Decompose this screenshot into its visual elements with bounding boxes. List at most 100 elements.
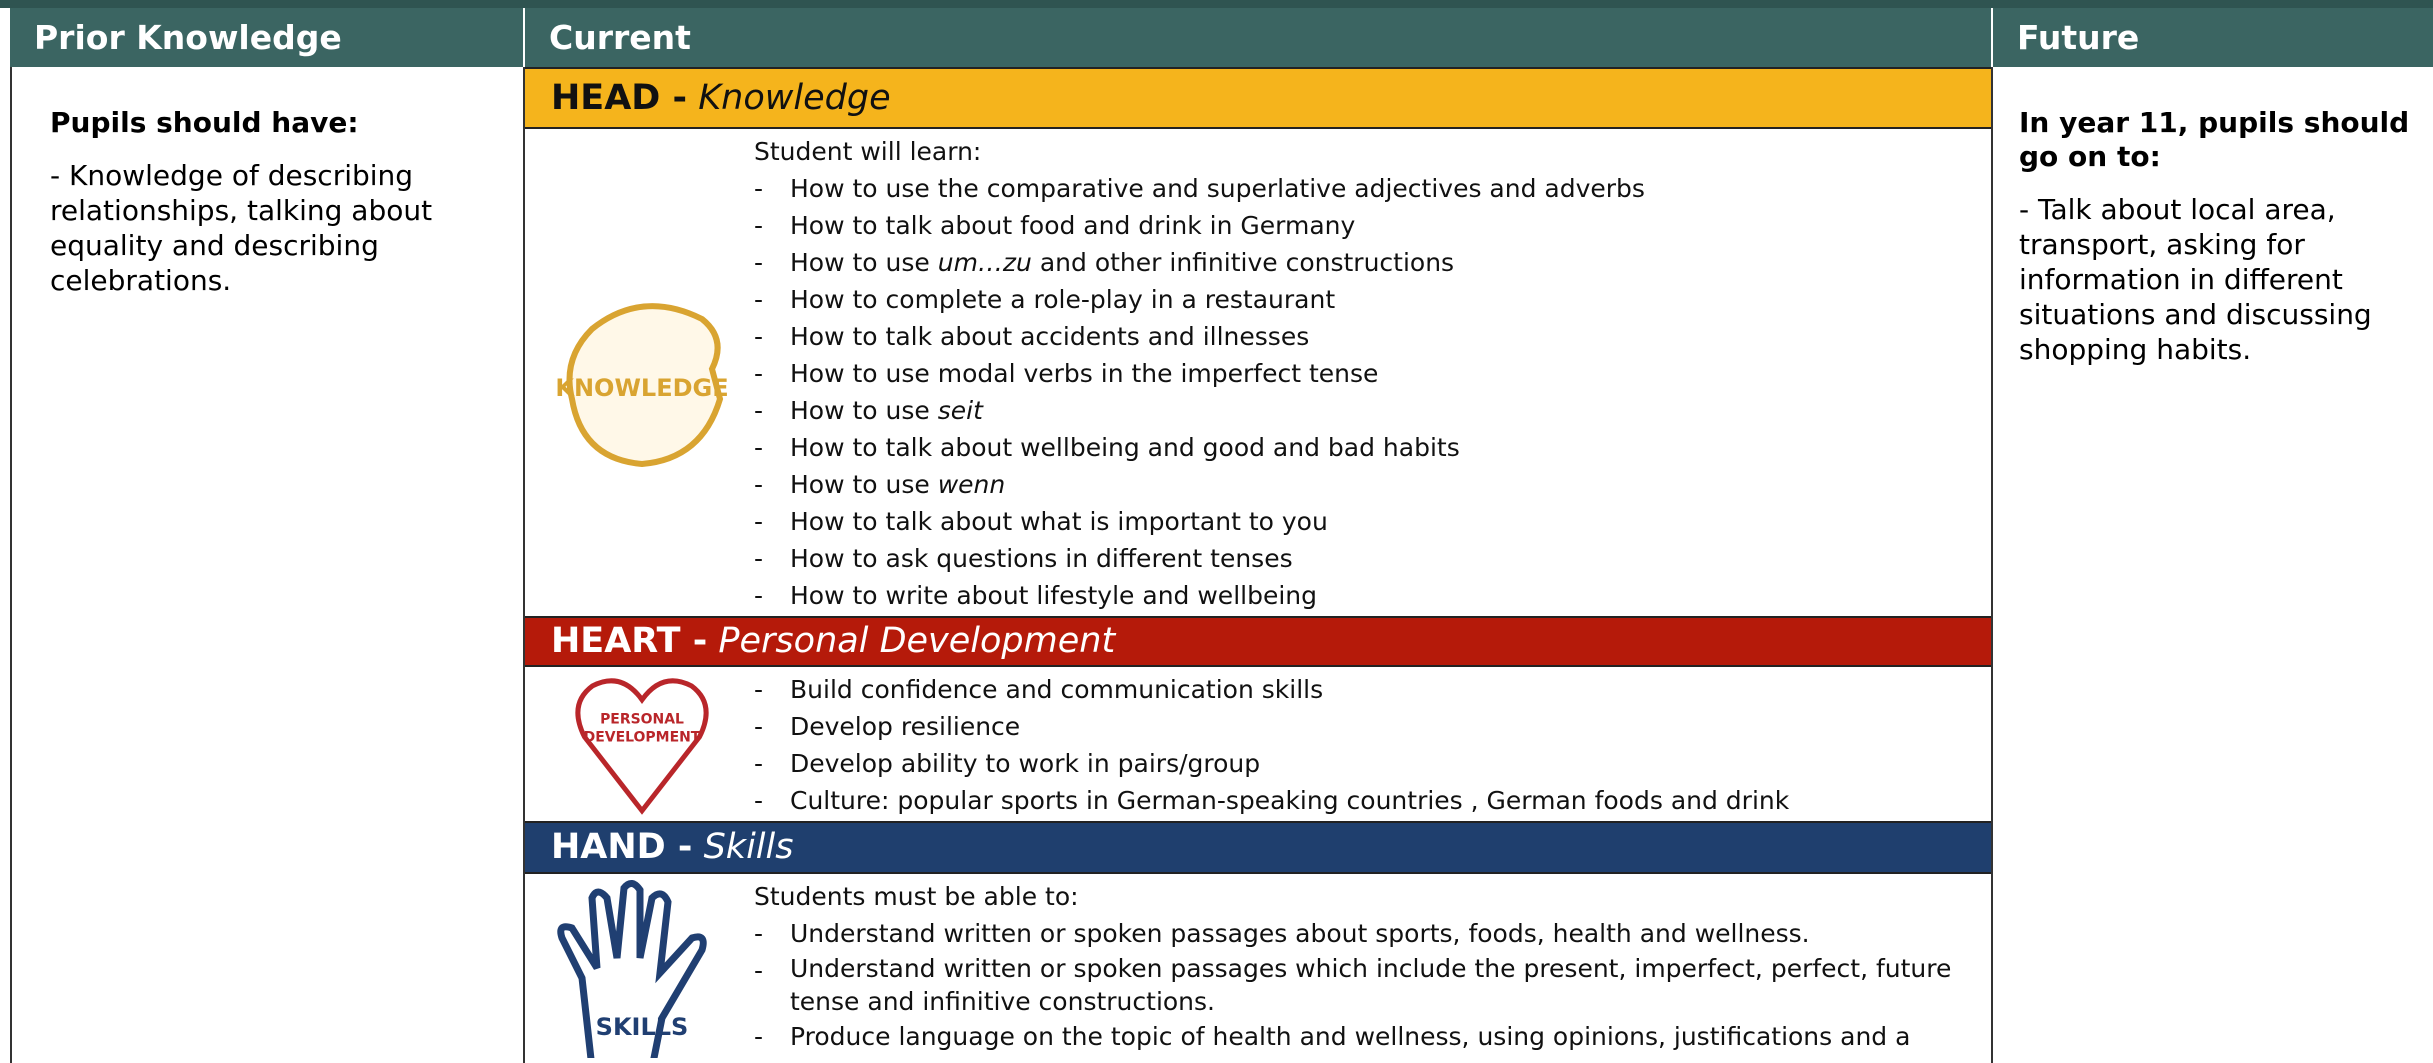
border <box>1991 67 1993 1063</box>
item-segment: Understand written or spoken passages wh… <box>790 954 1952 1016</box>
item-text: How to use modal verbs in the imperfect … <box>790 355 1378 392</box>
section-subtitle: Knowledge <box>698 78 891 118</box>
bullet: - <box>754 211 764 240</box>
section-content: Students must be able to: - Understand wri… <box>754 878 1986 1063</box>
section-label: HEAD - <box>551 78 688 118</box>
bullet: - <box>754 581 764 610</box>
section-content: - Build confidence and communication skil… <box>754 671 1986 821</box>
list-item: - Develop resilience <box>754 708 1986 745</box>
section-label: HAND - <box>551 827 693 867</box>
prior-cell: Pupils should have: - Knowledge of descr… <box>50 106 490 298</box>
section-icon: SKILLS <box>557 880 707 1058</box>
section-bar: HEAD - Knowledge <box>525 67 1991 129</box>
icon-shape <box>566 303 724 468</box>
item-text: Produce language on the topic of health … <box>790 1018 1910 1055</box>
section-subtitle: Personal Development <box>718 621 1116 661</box>
item-segment: wenn <box>937 470 1006 499</box>
section-label: HEART - <box>551 621 708 661</box>
list-item: - How to talk about food and drink in Ger… <box>754 207 1986 244</box>
item-segment: How to use the comparative and superlati… <box>790 174 1645 203</box>
item-text: How to use seit <box>790 392 983 429</box>
bullet: - <box>754 433 764 462</box>
list-item: - How to talk about accidents and illness… <box>754 318 1986 355</box>
bullet: - <box>754 919 764 948</box>
list-item: - Build confidence and communication skil… <box>754 671 1986 708</box>
list-item: - How to use wenn <box>754 466 1986 503</box>
item-segment: um…zu <box>937 248 1032 277</box>
item-text: Culture: popular sports in German-speaki… <box>790 782 1789 819</box>
item-segment: How to use <box>790 396 938 425</box>
item-segment: How to complete a role-play in a restaur… <box>790 285 1336 314</box>
item-text: Understand written or spoken passages wh… <box>790 952 1986 1018</box>
item-text: How to talk about what is important to y… <box>790 503 1328 540</box>
icon-shape <box>557 880 707 1058</box>
bullet: - <box>754 544 764 573</box>
bullet: - <box>754 470 764 499</box>
item-segment: How to talk about wellbeing and good and… <box>790 433 1460 462</box>
future-header: Future <box>1993 8 2433 67</box>
bullet: - <box>754 359 764 388</box>
item-text: How to use um…zu and other infinitive co… <box>790 244 1454 281</box>
section-bar: HEART - Personal Development <box>525 616 1991 667</box>
bullet: - <box>754 285 764 314</box>
item-text: Develop ability to work in pairs/group <box>790 745 1260 782</box>
bullet: - <box>754 396 764 425</box>
list-item: - Develop ability to work in pairs/group <box>754 745 1986 782</box>
future-cell: In year 11, pupils should go on to: - Ta… <box>2019 106 2424 367</box>
top-strip <box>0 0 2433 8</box>
item-segment: and other infinitive constructions <box>1031 248 1455 277</box>
item-text: How to use wenn <box>790 466 1005 503</box>
item-text: How to ask questions in different tenses <box>790 540 1293 577</box>
icon-shape <box>575 678 709 815</box>
item-segment: How to talk about food and drink in Germ… <box>790 211 1356 240</box>
future-heading: In year 11, pupils should go on to: <box>2019 106 2410 173</box>
list-item: - How to use the comparative and superlat… <box>754 170 1986 207</box>
current-header: Current <box>525 8 1991 67</box>
bullet: - <box>754 507 764 536</box>
bullet: - <box>754 712 764 741</box>
section-icon: KNOWLEDGE <box>555 303 729 468</box>
item-segment: Develop resilience <box>790 712 1021 741</box>
section-intro: Students must be able to: <box>754 882 1079 911</box>
item-segment: How to talk about what is important to y… <box>790 507 1328 536</box>
item-text: How to talk about wellbeing and good and… <box>790 429 1460 466</box>
item-segment: How to use <box>790 470 938 499</box>
border <box>10 67 12 1063</box>
item-segment: How to use modal verbs in the imperfect … <box>790 359 1379 388</box>
item-segment: Develop ability to work in pairs/group <box>790 749 1261 778</box>
item-segment: How to talk about accidents and illnesse… <box>790 322 1310 351</box>
future-text: - Talk about local area, transport, aski… <box>2019 193 2372 366</box>
prior-heading: Pupils should have: <box>50 106 359 139</box>
list-item: - Culture: popular sports in German-speak… <box>754 782 1986 819</box>
item-segment: How to use <box>790 248 938 277</box>
item-segment: How to ask questions in different tenses <box>790 544 1293 573</box>
item-text: How to write about lifestyle and wellbei… <box>790 577 1317 614</box>
icon-text: KNOWLEDGE <box>555 374 728 402</box>
item-segment: Understand written or spoken passages ab… <box>790 919 1810 948</box>
section-icon: PERSONAL DEVELOPMENT <box>575 678 709 815</box>
icon-text: DEVELOPMENT <box>584 730 701 746</box>
section-intro: Student will learn: <box>754 137 982 166</box>
prior-text: - Knowledge of describing relationships,… <box>50 159 433 297</box>
list-item: - How to use modal verbs in the imperfect… <box>754 355 1986 392</box>
list-item: - How to talk about what is important to … <box>754 503 1986 540</box>
bullet: - <box>754 322 764 351</box>
item-segment: How to write about lifestyle and wellbei… <box>790 581 1317 610</box>
list-item: - How to write about lifestyle and wellbe… <box>754 577 1986 614</box>
section-bar: HAND - Skills <box>525 821 1991 874</box>
list-item: - Understand written or spoken passages a… <box>754 915 1986 952</box>
bullet: - <box>754 1022 764 1051</box>
list-item: - How to talk about wellbeing and good an… <box>754 429 1986 466</box>
bullet: - <box>754 749 764 778</box>
item-text: How to complete a role-play in a restaur… <box>790 281 1335 318</box>
item-text: Build confidence and communication skill… <box>790 671 1323 708</box>
list-item: - How to complete a role-play in a restau… <box>754 281 1986 318</box>
item-text: How to talk about accidents and illnesse… <box>790 318 1309 355</box>
icon-text: PERSONAL <box>600 712 684 728</box>
item-segment: Culture: popular sports in German-speaki… <box>790 786 1790 815</box>
bullet: - <box>754 786 764 815</box>
item-text: Develop resilience <box>790 708 1020 745</box>
section-subtitle: Skills <box>703 827 794 867</box>
item-segment: seit <box>937 396 983 425</box>
